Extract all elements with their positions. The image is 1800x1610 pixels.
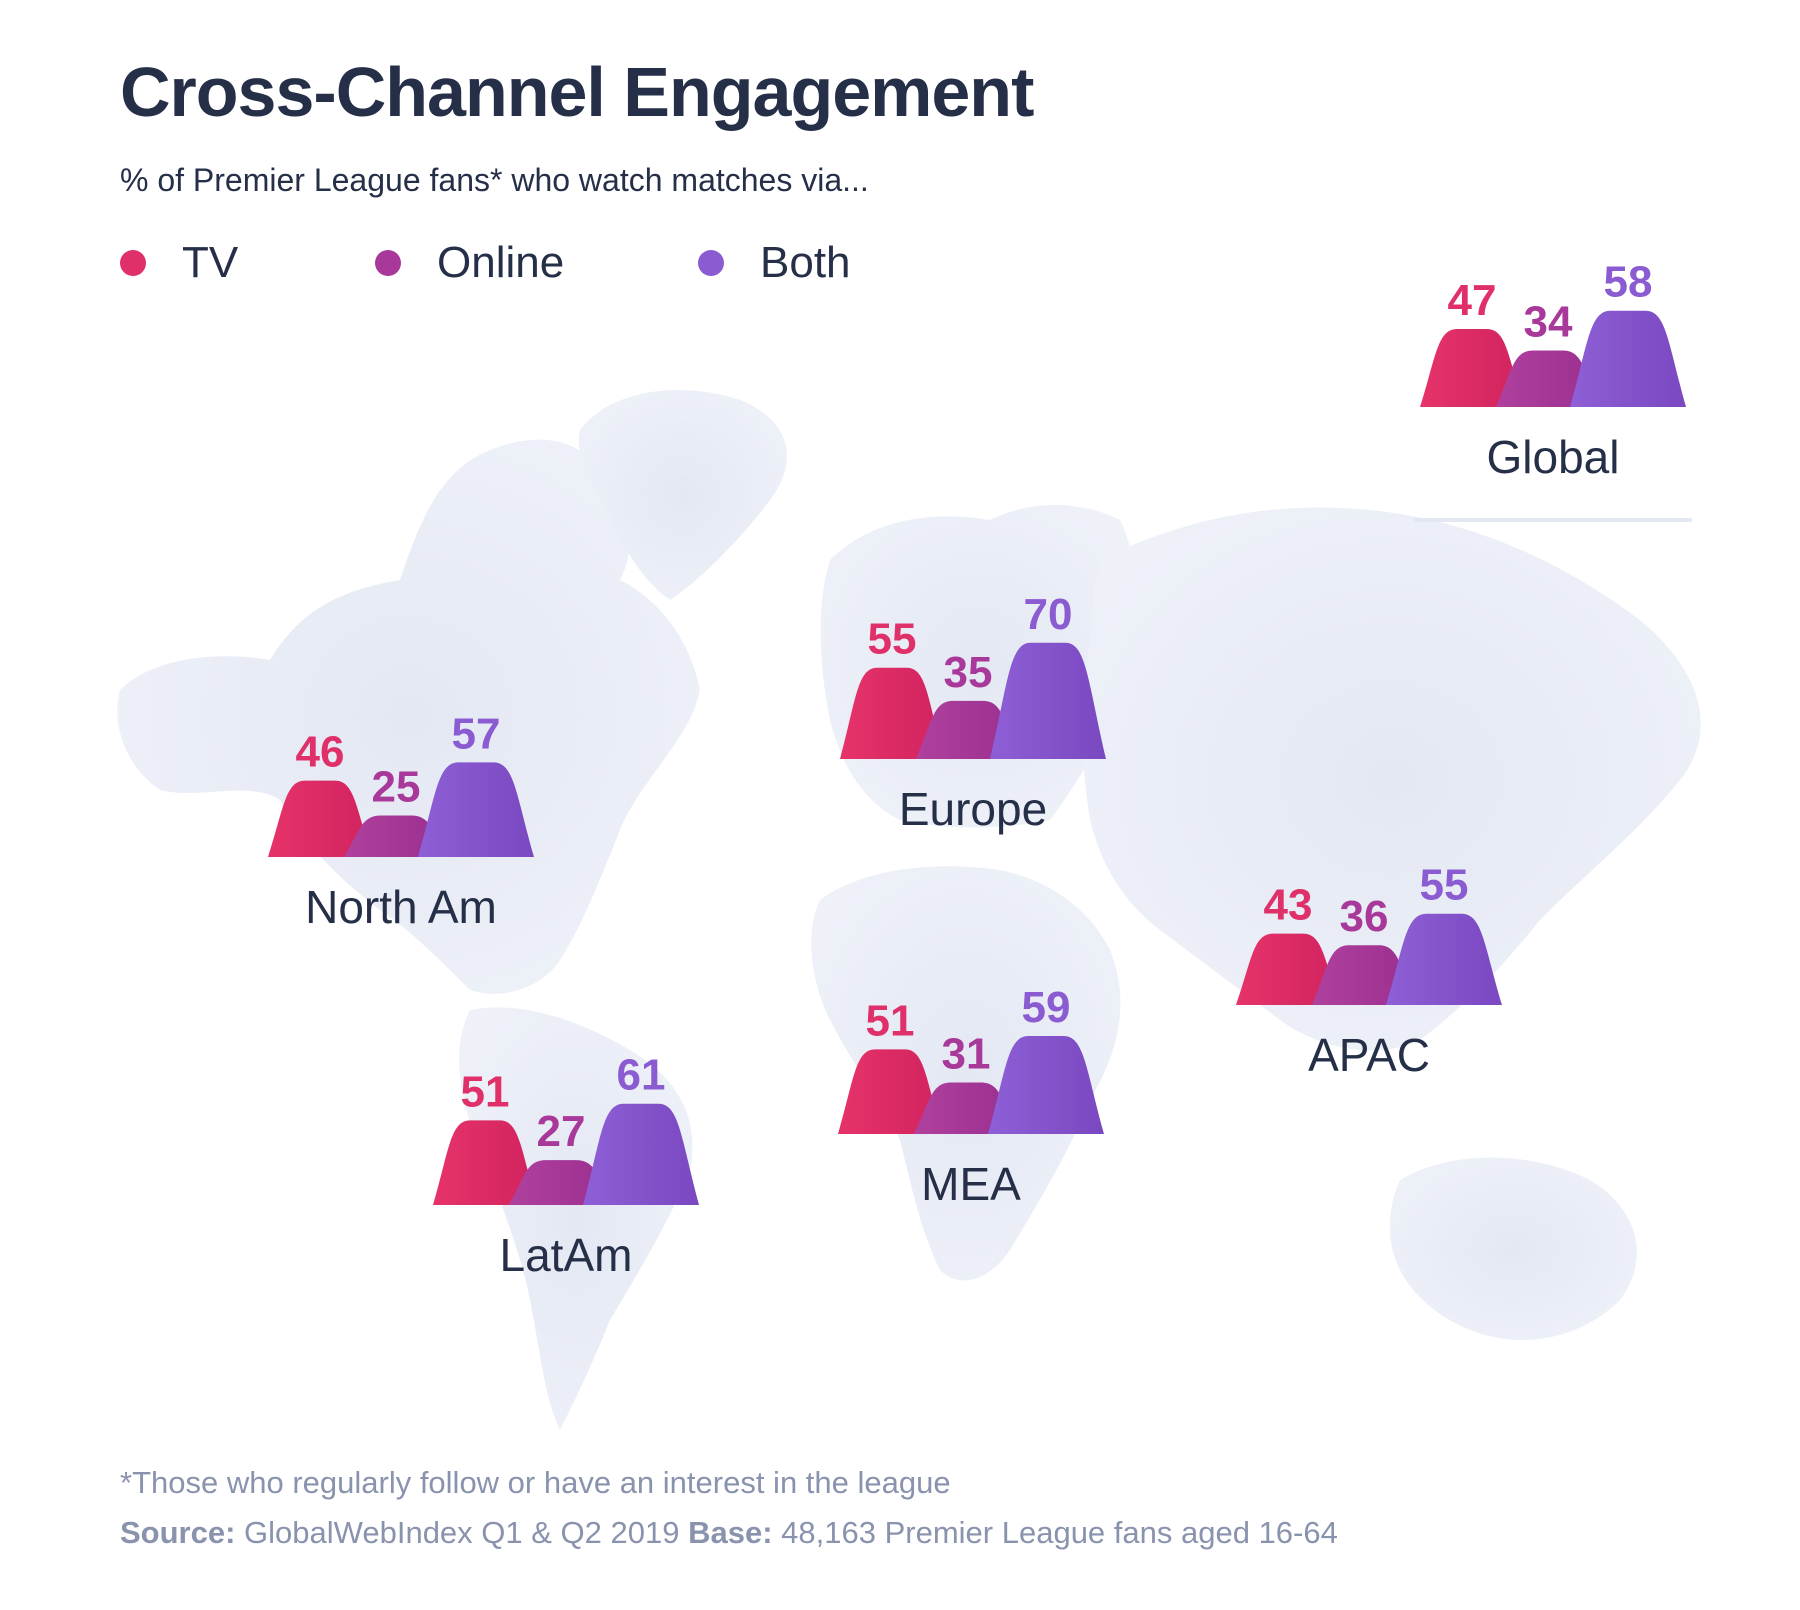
value-label-online-latam: 27	[537, 1107, 586, 1156]
category-label-latam: LatAm	[500, 1229, 633, 1281]
source-value: GlobalWebIndex Q1 & Q2 2019	[244, 1515, 680, 1550]
value-label-both-latam: 61	[617, 1051, 666, 1100]
chart-title: Cross-Channel Engagement	[120, 53, 1034, 131]
bar-both-mea	[988, 1036, 1104, 1134]
bar-tv-apac	[1236, 933, 1340, 1005]
region-latam: 51 27 61 LatAm	[433, 1051, 699, 1281]
map-australia	[1390, 1157, 1637, 1340]
source-line: Source: GlobalWebIndex Q1 & Q2 2019 Base…	[120, 1515, 1338, 1551]
bar-both-global	[1570, 310, 1686, 407]
value-label-online-mea: 31	[942, 1030, 991, 1079]
map-africa	[811, 866, 1121, 1281]
value-label-online-apac: 36	[1340, 892, 1389, 941]
legend-item-both: Both	[698, 238, 851, 288]
region-apac: 43 36 55 APAC	[1236, 861, 1502, 1081]
bar-both-north-am	[418, 762, 534, 857]
bar-both-apac	[1386, 913, 1502, 1005]
value-label-tv-apac: 43	[1264, 881, 1313, 930]
bar-tv-latam	[433, 1120, 537, 1205]
region-global: 47 34 58 Global	[1420, 258, 1686, 483]
legend-item-tv: TV	[120, 238, 238, 288]
value-label-online-europe: 35	[944, 648, 993, 697]
value-label-both-north-am: 57	[452, 709, 501, 758]
map-greenland	[578, 390, 787, 600]
value-label-tv-mea: 51	[866, 996, 915, 1045]
bar-tv-global	[1420, 328, 1524, 407]
bar-both-europe	[990, 642, 1106, 759]
category-label-europe: Europe	[899, 783, 1047, 835]
map-asia	[1082, 507, 1701, 1051]
category-label-global: Global	[1487, 431, 1620, 483]
category-label-north-am: North Am	[305, 881, 497, 933]
legend-label-tv: TV	[182, 238, 239, 287]
value-label-tv-north-am: 46	[296, 728, 345, 777]
legend-dot-both-icon	[698, 250, 724, 276]
value-label-online-global: 34	[1524, 298, 1573, 347]
value-label-both-apac: 55	[1420, 861, 1469, 910]
bar-tv-europe	[840, 667, 944, 759]
bar-online-apac	[1312, 945, 1416, 1005]
value-label-tv-europe: 55	[868, 615, 917, 664]
value-label-tv-latam: 51	[461, 1067, 510, 1116]
region-europe: 55 35 70 Europe	[840, 590, 1106, 835]
legend-dot-online-icon	[375, 250, 401, 276]
bar-tv-mea	[838, 1049, 942, 1134]
source-label: Source:	[120, 1515, 236, 1550]
value-label-online-north-am: 25	[372, 763, 421, 812]
bar-both-latam	[583, 1103, 699, 1205]
footnote: *Those who regularly follow or have an i…	[120, 1465, 951, 1500]
value-label-tv-global: 47	[1448, 276, 1497, 325]
legend-item-online: Online	[375, 238, 564, 288]
region-north-am: 46 25 57 North Am	[268, 709, 534, 933]
map-north-america	[117, 439, 701, 994]
category-label-mea: MEA	[921, 1158, 1021, 1210]
base-label: Base:	[688, 1515, 773, 1550]
value-label-both-europe: 70	[1024, 590, 1073, 639]
value-label-both-mea: 59	[1022, 983, 1071, 1032]
value-label-both-global: 58	[1604, 258, 1653, 307]
bar-tv-north-am	[268, 780, 372, 857]
base-value: 48,163 Premier League fans aged 16-64	[781, 1515, 1338, 1550]
legend-label-both: Both	[760, 238, 851, 287]
region-mea: 51 31 59 MEA	[838, 983, 1104, 1210]
category-label-apac: APAC	[1308, 1029, 1430, 1081]
chart-subtitle: % of Premier League fans* who watch matc…	[120, 162, 869, 198]
legend-label-online: Online	[437, 238, 565, 287]
legend-dot-tv-icon	[120, 250, 146, 276]
